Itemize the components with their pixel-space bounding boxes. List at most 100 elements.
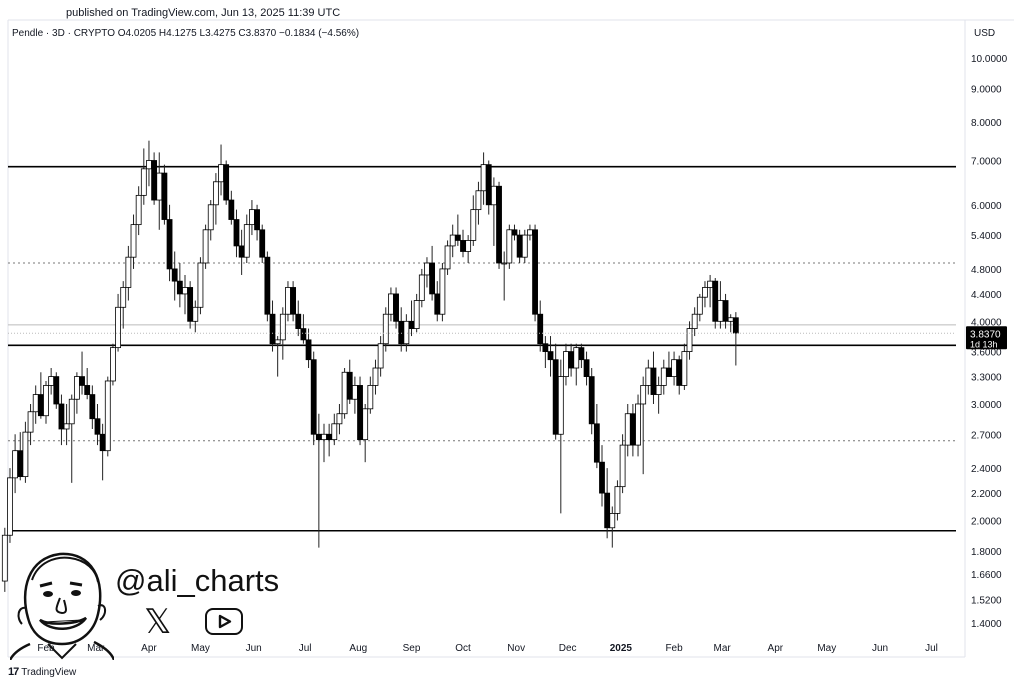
last-price-badge	[966, 326, 1007, 350]
y-tick-label-14: 2.2000	[971, 489, 1002, 500]
x-tick-label-17: Jul	[925, 643, 938, 654]
candle-body-36	[187, 287, 194, 322]
x-tick-label-16: Jun	[872, 643, 888, 654]
candle-body-5	[27, 411, 34, 433]
bar-countdown-label: 1d 13h	[970, 339, 998, 349]
x-tick-label-9: Nov	[507, 643, 525, 654]
candle-body-69	[357, 385, 363, 441]
candle-body-10	[53, 376, 60, 405]
candle-body-29	[151, 160, 158, 201]
candle-body-65	[336, 413, 343, 425]
candle-body-11	[58, 403, 65, 430]
candle-body-34	[176, 280, 183, 295]
candle-body-101	[521, 234, 528, 258]
candle-body-52	[269, 313, 276, 345]
candle-body-94	[485, 164, 492, 206]
candle-body-22	[115, 306, 121, 349]
candle-body-51	[264, 256, 271, 315]
candle-body-142	[732, 317, 739, 334]
x-tick-label-7: Sep	[403, 643, 421, 654]
y-tick-label-19: 1.4000	[971, 619, 1002, 630]
candle-body-78	[403, 320, 410, 345]
candle-body-40	[207, 204, 214, 231]
candle-body-82	[424, 262, 430, 276]
candle-body-73	[377, 343, 384, 369]
candle-body-122	[629, 413, 636, 446]
x-tick-label-11: 2025	[610, 643, 633, 654]
candle-body-91	[470, 209, 477, 241]
candle-body-49	[254, 209, 260, 231]
candle-body-119	[614, 486, 621, 514]
candle-body-37	[192, 306, 199, 322]
candle-body-138	[712, 280, 719, 322]
candle-body-113	[583, 359, 590, 377]
candle-body-3	[17, 450, 24, 478]
candle-body-25	[130, 224, 137, 258]
candle-body-58	[300, 328, 307, 341]
candle-body-72	[372, 367, 379, 386]
candle-body-27	[140, 168, 147, 196]
candle-body-32	[166, 219, 173, 270]
candle-body-133	[686, 328, 693, 352]
tradingview-mark-icon: 17	[8, 666, 19, 678]
y-tick-label-12: 2.7000	[971, 430, 1002, 441]
candle-body-128	[660, 367, 667, 386]
x-logo-icon[interactable]: 𝕏	[144, 603, 172, 641]
candle-body-33	[171, 268, 178, 282]
candle-body-30	[156, 172, 163, 201]
candle-body-124	[640, 385, 647, 405]
candle-body-80	[413, 300, 420, 329]
candle-body-24	[125, 256, 132, 288]
candle-body-55	[285, 287, 291, 315]
y-tick-label-10: 3.3000	[971, 373, 1002, 384]
candle-body-103	[532, 229, 538, 315]
candle-body-0	[1, 534, 8, 582]
candle-body-105	[542, 343, 549, 352]
candle-body-77	[398, 320, 405, 345]
candle-body-38	[197, 262, 204, 308]
author-handle: @ali_charts	[115, 563, 280, 598]
candle-body-23	[120, 287, 127, 308]
candle-body-129	[666, 367, 672, 377]
candle-body-74	[382, 313, 389, 345]
y-tick-label-9: 3.6000	[971, 348, 1002, 359]
candle-body-106	[547, 351, 554, 361]
candle-body-43	[223, 164, 230, 201]
candle-body-81	[418, 274, 425, 301]
candle-body-140	[722, 300, 729, 322]
x-tick-label-1: Mar	[87, 643, 105, 654]
candle-body-61	[315, 433, 322, 441]
candle-body-70	[362, 408, 369, 441]
y-tick-label-1: 9.0000	[971, 84, 1002, 95]
candle-body-63	[326, 433, 333, 441]
candle-body-6	[32, 394, 39, 413]
candle-body-79	[408, 320, 415, 329]
currency-label[interactable]: USD	[974, 28, 996, 39]
candle-body-120	[619, 444, 626, 488]
published-caption: published on TradingView.com, Jun 13, 20…	[66, 7, 341, 19]
x-tick-label-15: May	[817, 643, 836, 654]
symbol-ohlc-legend: Pendle · 3D · CRYPTO O4.0205 H4.1275 L3.…	[12, 28, 360, 39]
candle-body-96	[496, 185, 502, 264]
candle-body-57	[295, 313, 302, 329]
candle-body-20	[104, 380, 111, 452]
x-tick-label-6: Aug	[349, 643, 367, 654]
y-tick-label-11: 3.0000	[971, 400, 1002, 411]
y-tick-label-7: 4.4000	[971, 290, 1002, 301]
y-tick-label-3: 7.0000	[971, 156, 1002, 167]
candle-body-108	[557, 376, 564, 435]
candle-body-13	[68, 398, 75, 425]
candle-body-17	[89, 394, 96, 420]
candle-body-56	[290, 287, 297, 315]
tradingview-logo[interactable]: 17 TradingView	[8, 666, 76, 678]
candle-body-12	[63, 423, 70, 430]
x-tick-label-14: Apr	[768, 643, 784, 654]
candle-body-53	[274, 339, 281, 345]
youtube-logo-icon[interactable]	[205, 608, 243, 635]
candle-body-90	[465, 240, 472, 252]
candle-body-131	[676, 359, 683, 386]
candle-body-2	[12, 450, 19, 479]
candle-body-126	[650, 367, 657, 395]
candle-body-48	[249, 209, 255, 226]
